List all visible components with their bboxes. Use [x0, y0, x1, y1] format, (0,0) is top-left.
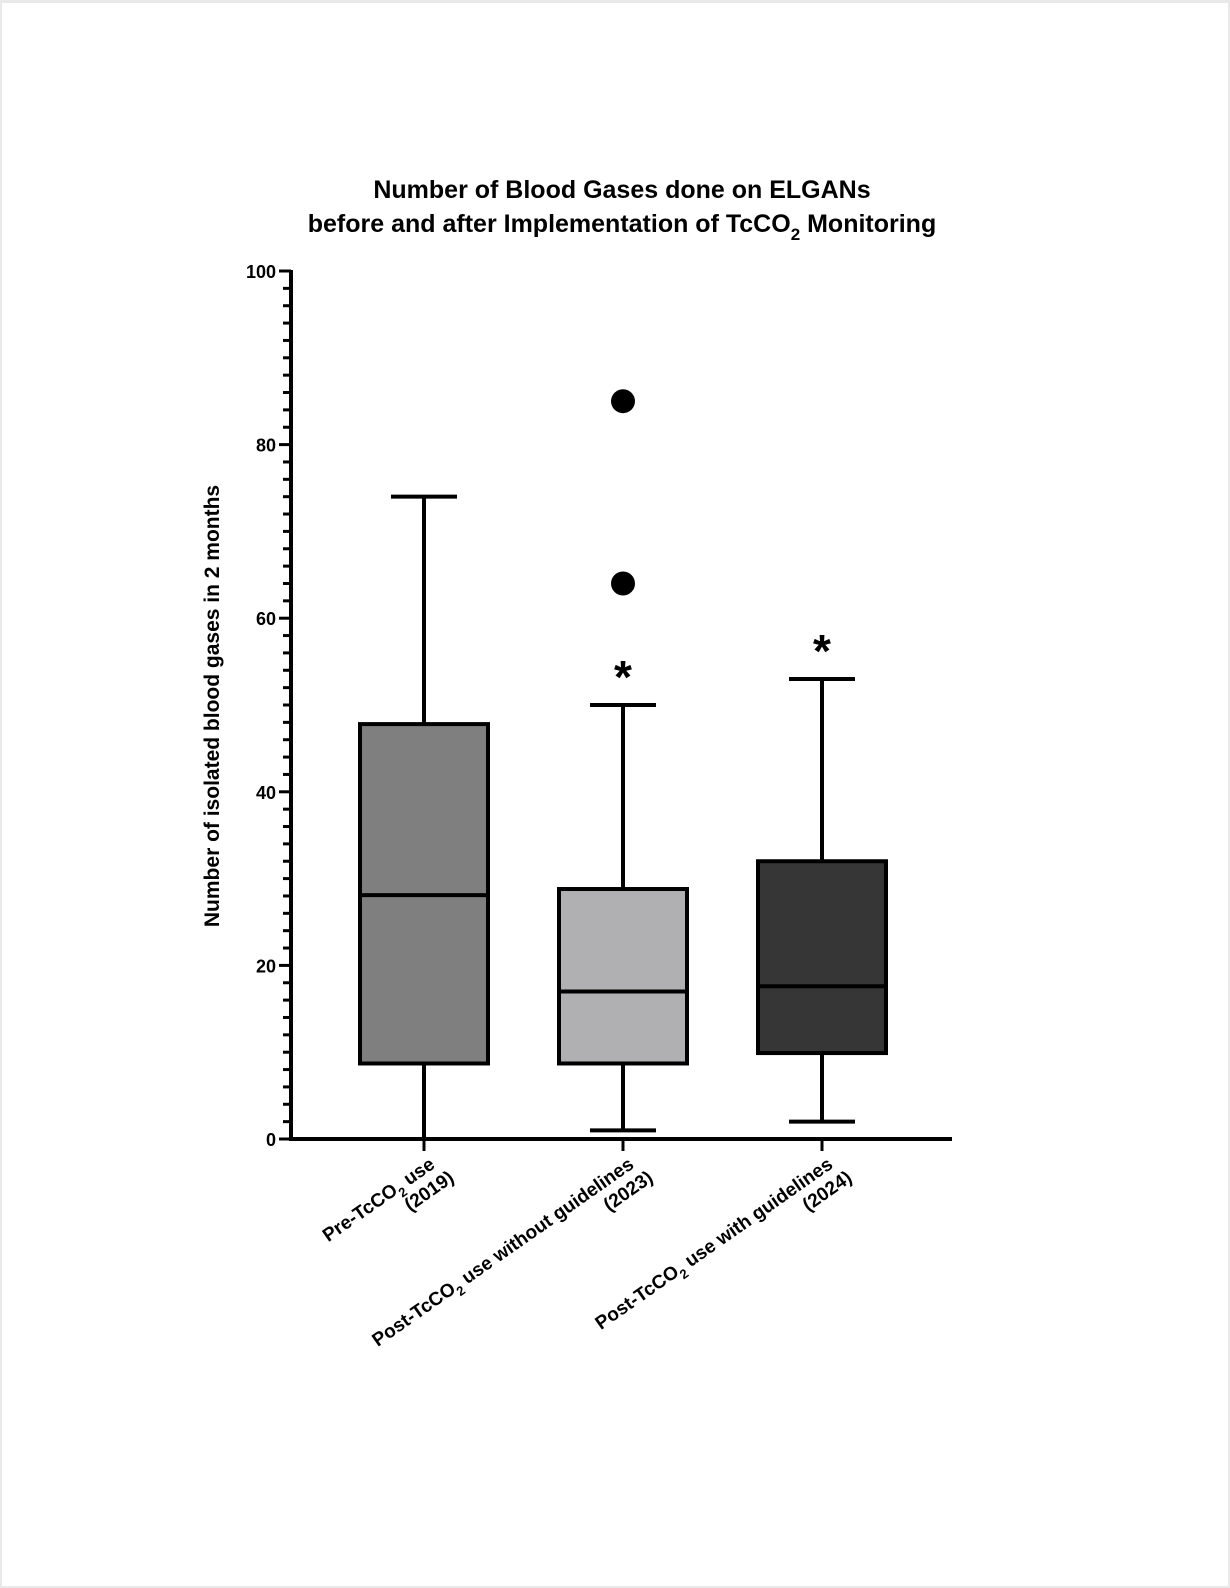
y-tick-label: 40 — [256, 783, 276, 803]
category-label: Pre-TcCO2 use(2019) — [319, 1154, 458, 1247]
y-axis-title: Number of isolated blood gases in 2 mont… — [201, 485, 224, 927]
y-tick-label: 100 — [246, 262, 276, 282]
y-tick-label: 0 — [266, 1130, 276, 1150]
chart-title-line-2: before and after Implementation of TcCO2… — [308, 210, 936, 244]
y-tick-label: 20 — [256, 956, 276, 976]
significance-asterisk: * — [813, 625, 831, 677]
chart-title-line-1: Number of Blood Gases done on ELGANs — [373, 176, 870, 204]
figure-page: Number of Blood Gases done on ELGANs bef… — [2, 3, 1228, 1586]
y-tick-label: 80 — [256, 436, 276, 456]
box-plot-chart: Number of Blood Gases done on ELGANs bef… — [201, 176, 952, 1351]
iqr-box — [557, 887, 689, 1066]
outlier-point — [611, 571, 635, 596]
iqr-box — [756, 859, 888, 1056]
outlier-point — [611, 389, 635, 414]
significance-asterisk: * — [614, 651, 632, 703]
y-tick-label: 60 — [256, 609, 276, 629]
